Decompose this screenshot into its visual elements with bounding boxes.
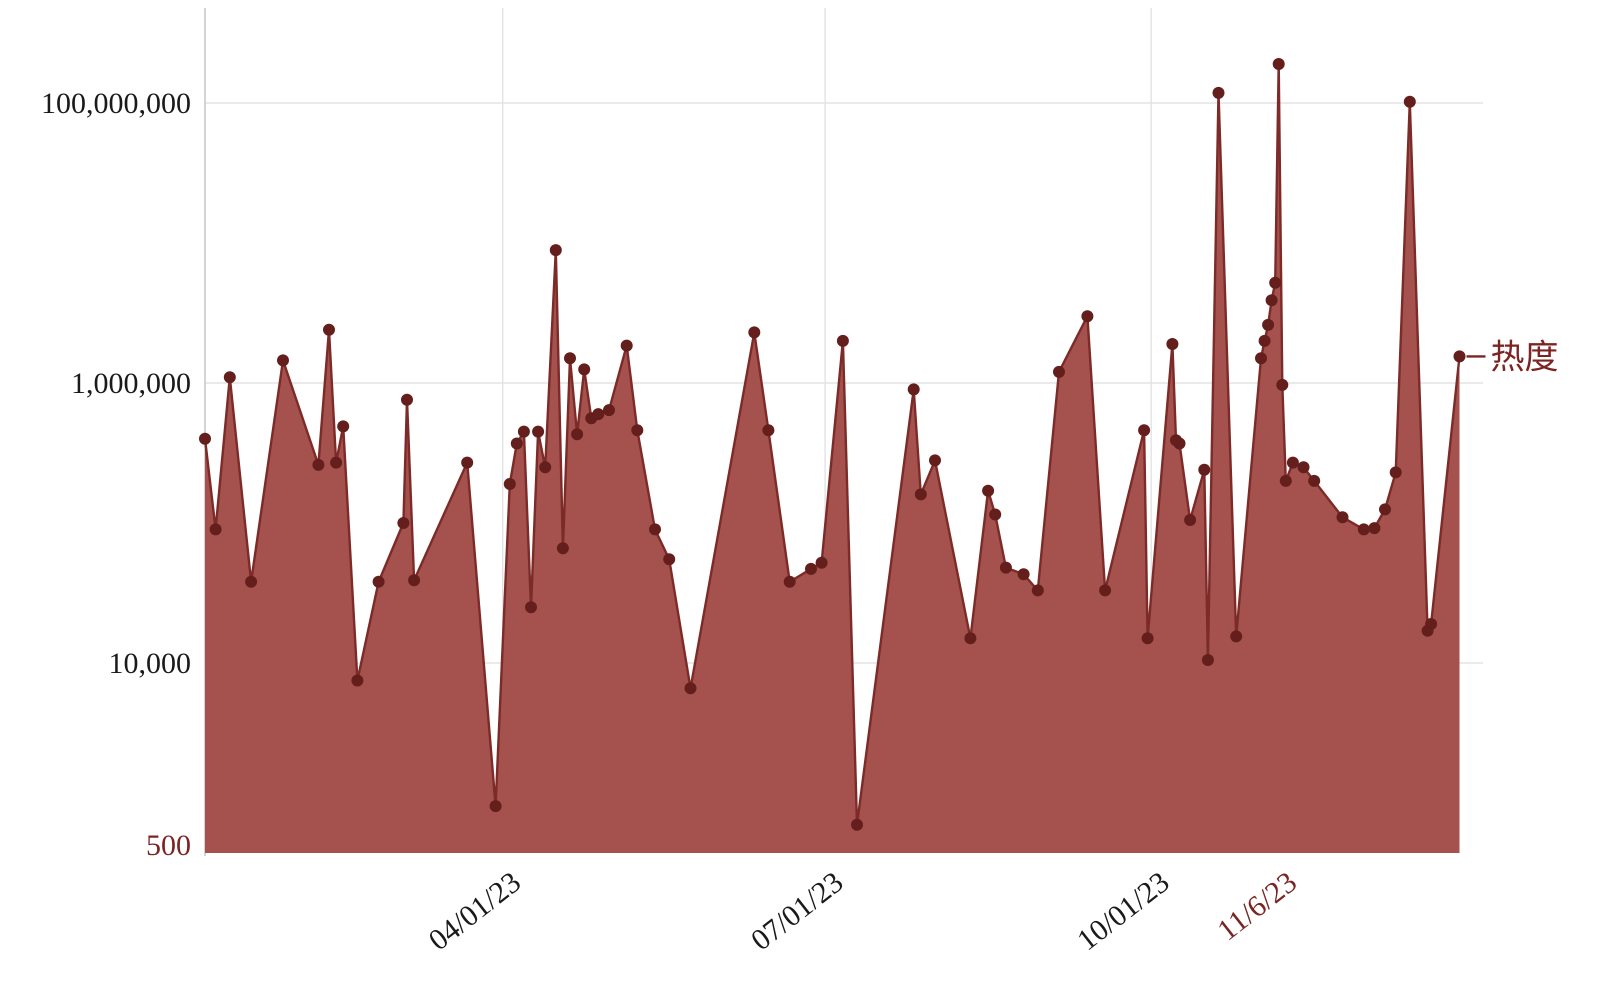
- x-tick-label: 04/01/23: [423, 866, 527, 958]
- data-point[interactable]: [578, 363, 591, 376]
- data-point[interactable]: [245, 575, 258, 588]
- data-point[interactable]: [684, 682, 697, 695]
- data-point[interactable]: [603, 404, 615, 417]
- data-point[interactable]: [815, 556, 828, 569]
- data-point[interactable]: [209, 523, 222, 536]
- data-point[interactable]: [401, 393, 413, 406]
- x-tick-label: 10/01/23: [1071, 866, 1175, 958]
- data-point[interactable]: [1031, 584, 1044, 597]
- data-point[interactable]: [631, 424, 644, 437]
- data-point[interactable]: [1272, 58, 1285, 70]
- data-point[interactable]: [1258, 334, 1271, 347]
- series-name-label: 热度: [1491, 338, 1559, 376]
- data-point[interactable]: [907, 383, 920, 396]
- data-point[interactable]: [1308, 474, 1321, 487]
- data-point[interactable]: [277, 354, 289, 367]
- data-point[interactable]: [564, 352, 576, 365]
- data-point[interactable]: [762, 424, 775, 437]
- data-point[interactable]: [1053, 365, 1065, 378]
- x-tick-label: 11/6/23: [1211, 866, 1303, 948]
- data-point[interactable]: [620, 339, 633, 352]
- data-point[interactable]: [199, 432, 211, 445]
- data-point[interactable]: [836, 334, 849, 347]
- data-point[interactable]: [1230, 630, 1243, 643]
- data-point[interactable]: [571, 428, 584, 441]
- data-point[interactable]: [1276, 378, 1289, 391]
- data-point[interactable]: [1166, 338, 1179, 350]
- data-point[interactable]: [351, 674, 364, 687]
- data-point[interactable]: [649, 523, 661, 536]
- y-axis-labels: 500 10,000 1,000,000 100,000,000: [41, 87, 191, 862]
- data-point[interactable]: [1265, 294, 1278, 307]
- data-point[interactable]: [663, 553, 676, 566]
- data-point[interactable]: [783, 575, 796, 588]
- data-point[interactable]: [999, 561, 1012, 574]
- data-point[interactable]: [397, 517, 410, 529]
- data-point[interactable]: [503, 478, 516, 490]
- data-point[interactable]: [1269, 276, 1282, 289]
- data-point[interactable]: [549, 244, 562, 257]
- data-point[interactable]: [989, 508, 1002, 521]
- data-point[interactable]: [1403, 95, 1416, 108]
- data-point[interactable]: [517, 425, 530, 438]
- data-point[interactable]: [312, 458, 325, 471]
- data-point[interactable]: [223, 371, 236, 384]
- data-point[interactable]: [1141, 632, 1154, 645]
- data-point[interactable]: [1138, 424, 1151, 437]
- data-point[interactable]: [510, 437, 523, 450]
- data-point[interactable]: [461, 456, 474, 469]
- data-point[interactable]: [1379, 503, 1391, 516]
- data-point[interactable]: [929, 454, 941, 467]
- data-point[interactable]: [982, 484, 995, 497]
- y-tick-label: 10,000: [109, 647, 192, 680]
- data-point[interactable]: [532, 425, 545, 438]
- data-point[interactable]: [525, 601, 537, 614]
- data-point[interactable]: [1201, 654, 1214, 666]
- data-points: [199, 58, 1466, 831]
- y-tick-label: 100,000,000: [41, 87, 191, 120]
- data-point[interactable]: [337, 420, 350, 433]
- data-point[interactable]: [539, 461, 552, 474]
- data-point[interactable]: [1173, 437, 1186, 450]
- data-point[interactable]: [323, 323, 335, 336]
- data-point[interactable]: [330, 456, 343, 469]
- data-point[interactable]: [1081, 310, 1094, 323]
- data-point[interactable]: [1279, 474, 1292, 487]
- data-point[interactable]: [592, 408, 605, 421]
- data-point[interactable]: [1368, 522, 1381, 535]
- data-point[interactable]: [1357, 523, 1370, 536]
- data-point[interactable]: [805, 562, 817, 575]
- data-point[interactable]: [914, 488, 927, 501]
- line-series: [203, 62, 1461, 826]
- x-tick-label: 07/01/23: [745, 866, 849, 958]
- data-point[interactable]: [748, 326, 761, 339]
- data-point[interactable]: [489, 800, 502, 813]
- data-point[interactable]: [408, 574, 421, 587]
- data-point[interactable]: [1017, 568, 1030, 581]
- data-point[interactable]: [851, 818, 863, 831]
- data-point[interactable]: [1099, 584, 1112, 597]
- data-point[interactable]: [556, 542, 569, 555]
- data-point[interactable]: [964, 632, 977, 645]
- data-point[interactable]: [1198, 463, 1211, 476]
- data-point[interactable]: [1255, 352, 1267, 365]
- data-point[interactable]: [1262, 318, 1275, 331]
- series-end-label: 热度: [1466, 338, 1559, 376]
- y-tick-label: 1,000,000: [71, 367, 191, 400]
- data-point[interactable]: [1212, 86, 1225, 99]
- data-point[interactable]: [1184, 514, 1197, 526]
- data-point[interactable]: [1336, 511, 1349, 524]
- data-point[interactable]: [372, 575, 385, 588]
- y-tick-label: 500: [146, 829, 191, 862]
- data-point[interactable]: [1286, 456, 1299, 469]
- x-axis-labels: 04/01/23 07/01/23 10/01/23 11/6/23: [423, 866, 1303, 958]
- data-point[interactable]: [1297, 461, 1310, 474]
- data-point[interactable]: [1389, 466, 1402, 479]
- data-point[interactable]: [1453, 350, 1466, 363]
- data-point[interactable]: [1425, 618, 1438, 630]
